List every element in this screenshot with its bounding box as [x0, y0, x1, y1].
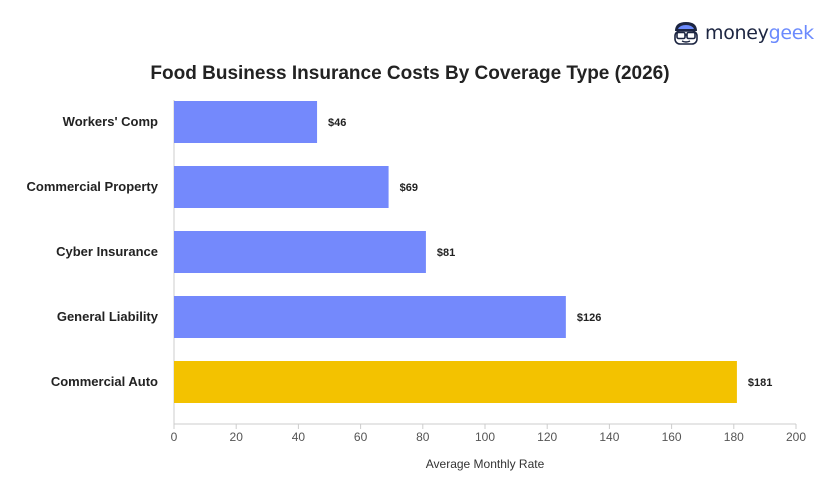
x-axis-title: Average Monthly Rate: [426, 457, 545, 471]
moneygeek-mascot-icon: [674, 22, 698, 45]
bar: [174, 166, 389, 208]
bar: [174, 361, 737, 403]
x-tick-label: 200: [786, 430, 806, 444]
x-tick-label: 60: [354, 430, 368, 444]
data-label: $81: [437, 247, 455, 259]
x-tick-label: 20: [230, 430, 244, 444]
bar: [174, 231, 426, 273]
x-tick-label: 100: [475, 430, 495, 444]
x-tick-label: 160: [662, 430, 682, 444]
category-label: General Liability: [57, 309, 159, 324]
bar: [174, 101, 318, 143]
brand-name-part2: geek: [768, 21, 815, 44]
data-label: $126: [577, 312, 601, 324]
brand-name: moneygeek: [705, 21, 815, 44]
x-tick-label: 0: [171, 430, 178, 444]
category-label: Commercial Auto: [51, 374, 158, 389]
category-label: Workers' Comp: [63, 114, 158, 129]
bar: [174, 296, 566, 338]
x-tick-label: 120: [537, 430, 557, 444]
category-label: Commercial Property: [27, 179, 159, 194]
x-tick-label: 140: [599, 430, 619, 444]
brand-logo: moneygeek: [672, 20, 814, 46]
x-tick-label: 40: [292, 430, 306, 444]
data-label: $181: [748, 377, 772, 389]
x-tick-label: 80: [416, 430, 430, 444]
category-label: Cyber Insurance: [56, 244, 158, 259]
x-tick-label: 180: [724, 430, 744, 444]
brand-name-part1: money: [705, 21, 769, 44]
data-label: $69: [400, 182, 418, 194]
chart-title: Food Business Insurance Costs By Coverag…: [150, 63, 670, 84]
data-label: $46: [328, 117, 346, 129]
